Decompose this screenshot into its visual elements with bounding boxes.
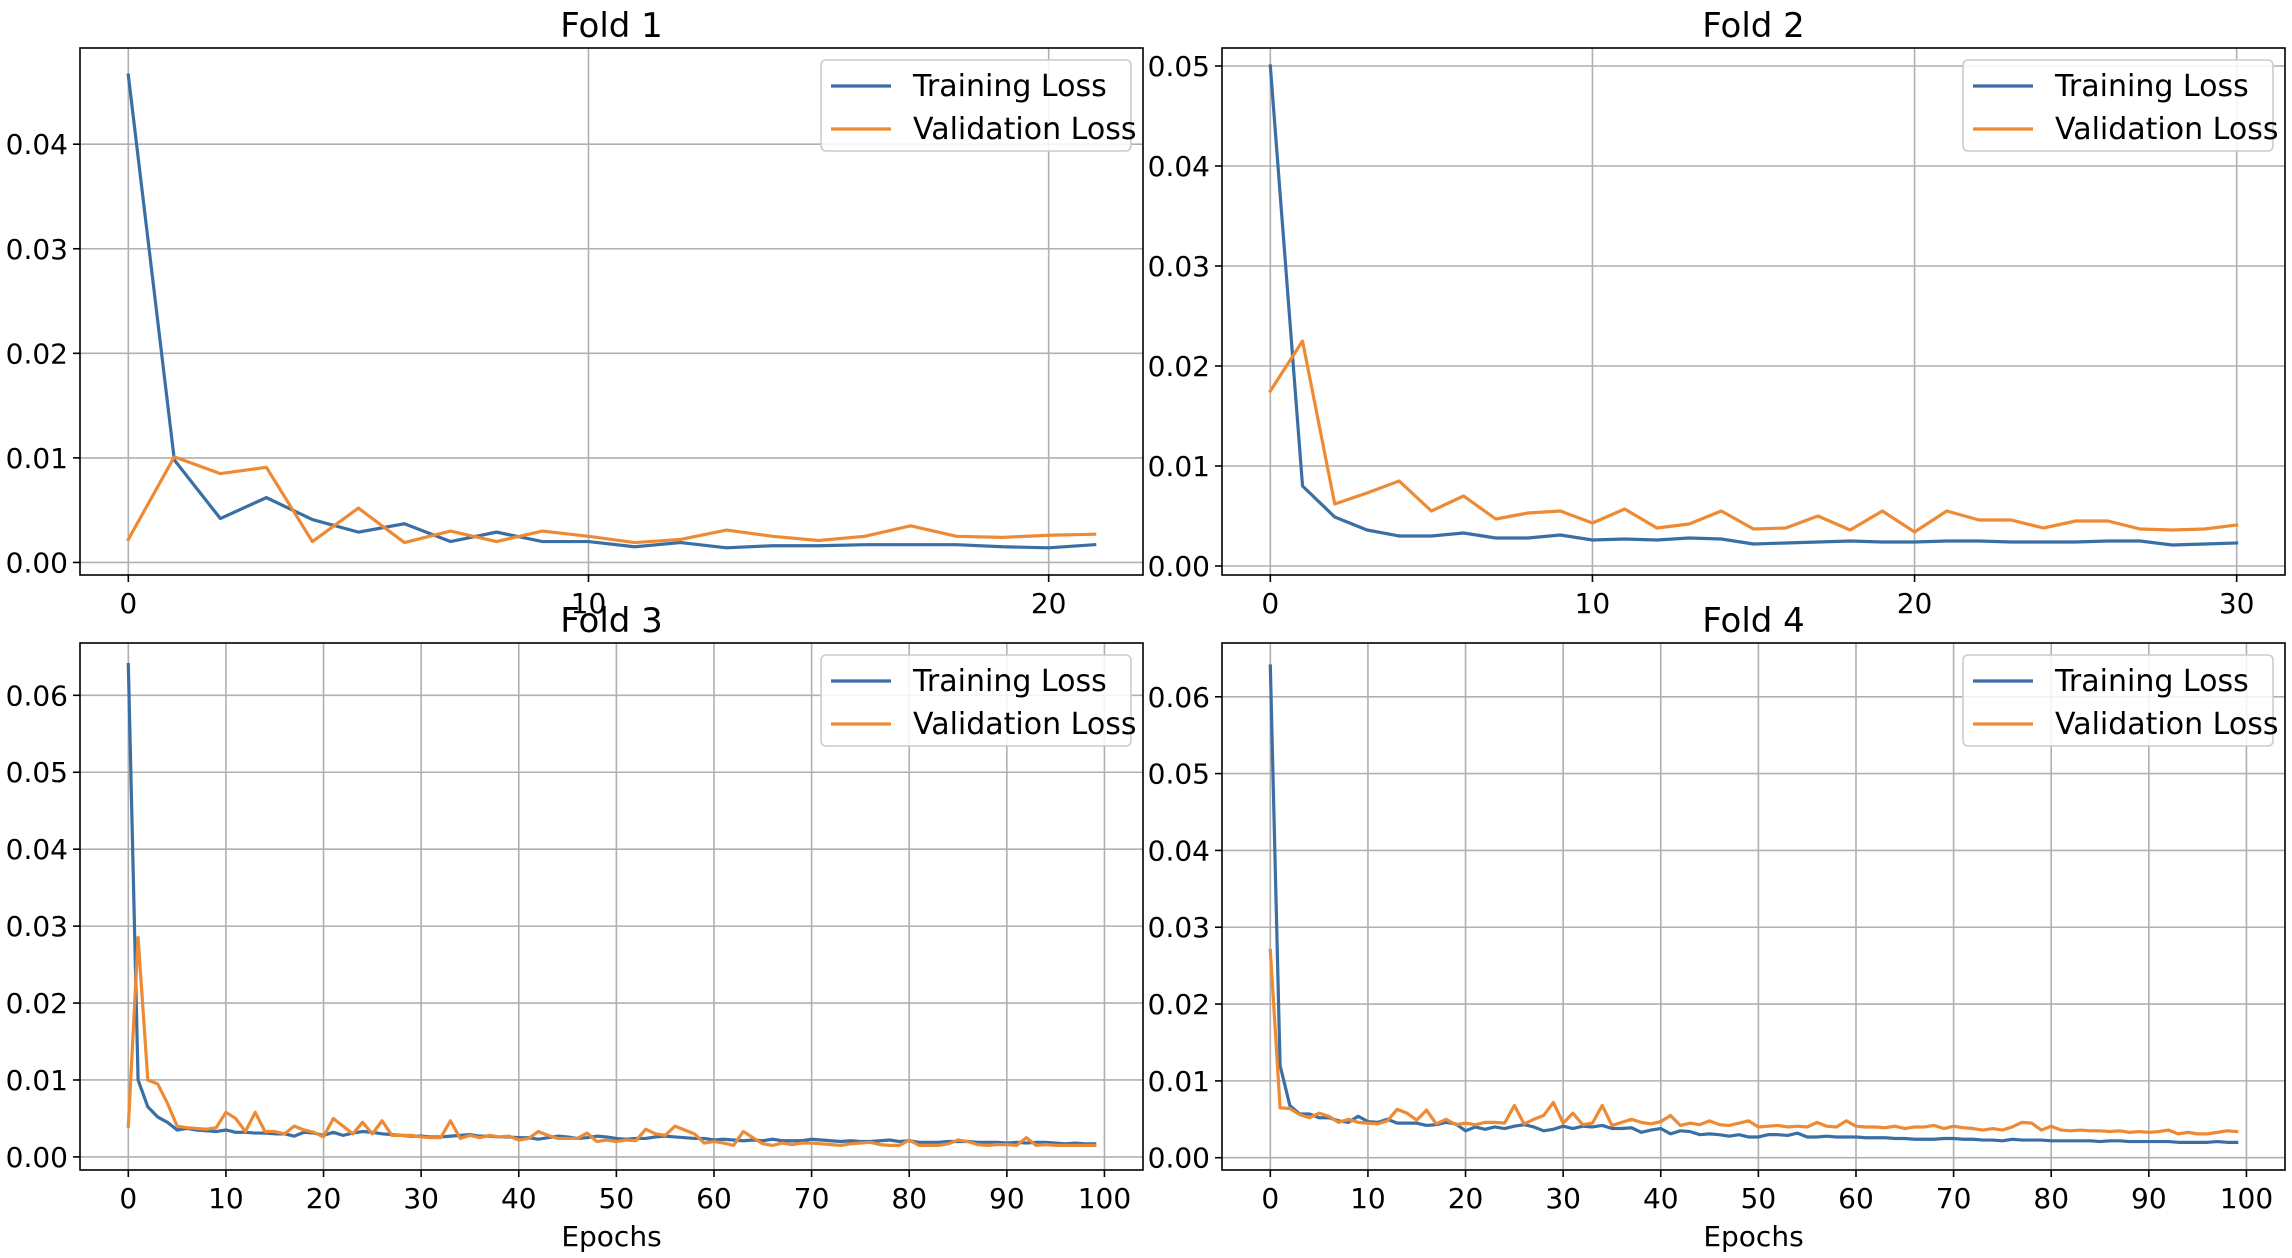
x-tick-label: 20 [1031, 587, 1067, 620]
axes-frame [1221, 47, 2286, 576]
legend-label: Training Loss [912, 664, 1107, 699]
y-tick-label: 0.02 [1148, 988, 1210, 1021]
series-line-validation [1268, 339, 2239, 534]
y-tick-label: 0.03 [6, 910, 68, 943]
series-line-training [1268, 64, 2239, 547]
y-tick-label: 0.03 [1148, 911, 1210, 944]
legend-label: Training Loss [2054, 69, 2249, 104]
x-tick-label: 20 [1448, 1182, 1484, 1215]
x-tick-label: 70 [1936, 1182, 1972, 1215]
chart-title: Fold 1 [560, 6, 663, 46]
chart-panel-1: 0 10 20 0.00 0.01 0.02 0.03 0.04 Fold 1 Training … [6, 6, 1144, 620]
legend: Training Loss Validation Loss [1962, 654, 2278, 747]
y-tick-label: 0.02 [6, 987, 68, 1020]
chart-title: Fold 4 [1702, 601, 1805, 641]
y-tick-label: 0.04 [1148, 150, 1210, 183]
y-tick-label: 0.04 [6, 128, 68, 161]
y-tick-label: 0.01 [1148, 1065, 1210, 1098]
x-tick-label: 100 [2220, 1182, 2273, 1215]
legend: Training Loss Validation Loss [820, 59, 1136, 152]
y-tick-label: 0.06 [6, 679, 68, 712]
y-tick-label: 0.05 [1148, 50, 1210, 83]
x-tick-label: 10 [1575, 587, 1611, 620]
y-tick-label: 0.01 [1148, 450, 1210, 483]
x-tick-label: 80 [2033, 1182, 2069, 1215]
charts-root: 0 10 20 0.00 0.01 0.02 0.03 0.04 Fold 1 Training … [6, 6, 2286, 1253]
x-tick-label: 90 [989, 1182, 1025, 1215]
chart-panel-2: 0 10 20 30 0.00 0.01 0.02 0.03 0.04 0.05 Fold 2 Tra… [1148, 6, 2286, 620]
chart-panel-3: 0 10 20 30 40 50 60 70 80 90 100 0.00 0.01 0.02 0.03 0.… [6, 601, 1144, 1253]
x-tick-label: 10 [1350, 1182, 1386, 1215]
x-tick-label: 90 [2131, 1182, 2167, 1215]
legend-label: Training Loss [2054, 664, 2249, 699]
x-tick-label: 80 [891, 1182, 927, 1215]
legend-label: Training Loss [912, 69, 1107, 104]
chart-title: Fold 2 [1702, 6, 1805, 46]
series-line-validation [126, 936, 1097, 1147]
x-tick-label: 60 [696, 1182, 732, 1215]
x-tick-label: 30 [403, 1182, 439, 1215]
x-tick-label: 40 [1643, 1182, 1679, 1215]
x-tick-label: 10 [208, 1182, 244, 1215]
y-tick-label: 0.06 [1148, 681, 1210, 714]
series-line-validation [1268, 948, 2239, 1136]
series-line-training [126, 73, 1097, 550]
legend: Training Loss Validation Loss [1962, 59, 2278, 152]
series-line-validation [126, 455, 1097, 545]
x-axis-label: Epochs [561, 1220, 661, 1253]
series-line-training [126, 662, 1097, 1146]
axes-frame [79, 47, 1144, 576]
y-tick-label: 0.00 [6, 1141, 68, 1174]
legend-label: Validation Loss [913, 707, 1136, 742]
legend-box [820, 654, 1132, 747]
x-tick-label: 20 [1897, 587, 1933, 620]
x-tick-label: 10 [571, 587, 607, 620]
legend-box [820, 59, 1132, 152]
x-tick-label: 30 [1545, 1182, 1581, 1215]
y-tick-label: 0.00 [1148, 1142, 1210, 1175]
x-tick-label: 60 [1838, 1182, 1874, 1215]
y-tick-label: 0.01 [6, 1064, 68, 1097]
y-tick-label: 0.00 [1148, 550, 1210, 583]
x-tick-label: 50 [599, 1182, 635, 1215]
legend-label: Validation Loss [2055, 707, 2278, 742]
y-tick-label: 0.05 [6, 756, 68, 789]
y-tick-label: 0.02 [1148, 350, 1210, 383]
x-axis-label: Epochs [1703, 1220, 1803, 1253]
y-tick-label: 0.03 [6, 233, 68, 266]
axes-frame [79, 642, 1144, 1171]
y-tick-label: 0.04 [6, 833, 68, 866]
y-tick-label: 0.03 [1148, 250, 1210, 283]
x-tick-label: 30 [2219, 587, 2255, 620]
y-tick-label: 0.00 [6, 546, 68, 579]
legend-label: Validation Loss [2055, 112, 2278, 147]
chart-panel-4: 0 10 20 30 40 50 60 70 80 90 100 0.00 0.01 0.02 0.03 0.… [1148, 601, 2286, 1253]
x-tick-label: 0 [1261, 1182, 1279, 1215]
legend-box [1962, 59, 2274, 152]
series-line-training [1268, 664, 2239, 1144]
y-tick-label: 0.05 [1148, 758, 1210, 791]
x-tick-label: 100 [1078, 1182, 1131, 1215]
axes-frame [1221, 642, 2286, 1171]
y-tick-label: 0.01 [6, 442, 68, 475]
y-tick-label: 0.02 [6, 337, 68, 370]
legend: Training Loss Validation Loss [820, 654, 1136, 747]
x-tick-label: 20 [306, 1182, 342, 1215]
y-tick-label: 0.04 [1148, 834, 1210, 867]
x-tick-label: 70 [794, 1182, 830, 1215]
chart-title: Fold 3 [560, 601, 663, 641]
x-tick-label: 40 [501, 1182, 537, 1215]
x-tick-label: 0 [119, 1182, 137, 1215]
legend-label: Validation Loss [913, 112, 1136, 147]
x-tick-label: 0 [119, 587, 137, 620]
legend-box [1962, 654, 2274, 747]
x-tick-label: 0 [1261, 587, 1279, 620]
x-tick-label: 50 [1741, 1182, 1777, 1215]
